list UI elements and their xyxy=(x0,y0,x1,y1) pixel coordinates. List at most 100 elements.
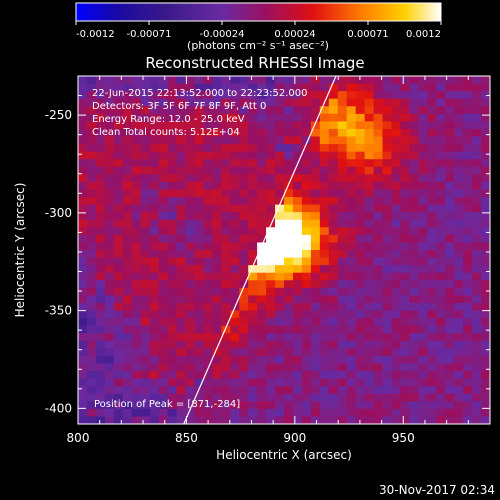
heatmap-cell xyxy=(149,333,160,342)
heatmap-cell xyxy=(185,128,196,138)
heatmap-cell xyxy=(113,204,124,213)
heatmap-cell xyxy=(310,91,321,100)
heatmap-cell xyxy=(328,159,339,168)
heatmap-cell xyxy=(409,250,419,259)
heatmap-cell xyxy=(427,113,437,122)
heatmap-cell xyxy=(454,189,464,198)
heatmap-cell xyxy=(257,234,267,244)
heatmap-cell xyxy=(140,204,151,213)
heatmap-cell xyxy=(292,113,303,122)
heatmap-cell xyxy=(104,166,115,175)
heatmap-cell xyxy=(257,189,267,198)
heatmap-cell xyxy=(78,128,88,138)
heatmap-cell xyxy=(86,333,97,342)
heatmap-cell xyxy=(481,416,490,424)
heatmap-cell xyxy=(284,310,294,319)
heatmap-cell xyxy=(239,76,249,85)
heatmap-cell xyxy=(292,121,303,130)
heatmap-cell xyxy=(104,113,115,122)
heatmap-cell xyxy=(319,355,330,365)
heatmap-cell xyxy=(275,144,285,153)
heatmap-cell xyxy=(445,340,455,349)
heatmap-cell xyxy=(221,136,231,145)
heatmap-cell xyxy=(472,181,482,191)
heatmap-cell xyxy=(400,287,410,296)
heatmap-cell xyxy=(95,310,106,319)
heatmap-cell xyxy=(346,318,357,327)
heatmap-cell xyxy=(310,401,321,410)
heatmap-cell xyxy=(176,280,187,289)
heatmap-cell xyxy=(284,83,294,92)
heatmap-cell xyxy=(427,174,437,183)
heatmap-cell xyxy=(454,219,464,228)
heatmap-cell xyxy=(328,83,339,92)
heatmap-cell xyxy=(319,333,330,342)
heatmap-cell xyxy=(248,393,258,402)
heatmap-cell xyxy=(212,408,222,418)
heatmap-cell xyxy=(176,393,187,402)
heatmap-cell xyxy=(355,189,366,198)
heatmap-cell xyxy=(239,393,249,402)
heatmap-cell xyxy=(149,98,160,107)
heatmap-cell xyxy=(78,204,88,213)
heatmap-cell xyxy=(454,371,464,380)
x-tick-label: 850 xyxy=(175,431,198,445)
heatmap-cell xyxy=(248,174,258,183)
heatmap-cell xyxy=(409,386,419,395)
heatmap-cell xyxy=(212,136,222,145)
heatmap-cell xyxy=(400,348,410,357)
heatmap-cell xyxy=(445,212,455,221)
heatmap-cell xyxy=(436,318,446,327)
heatmap-cell xyxy=(122,151,133,160)
x-tick-label: 800 xyxy=(67,431,90,445)
heatmap-cell xyxy=(418,287,428,296)
heatmap-cell xyxy=(104,212,115,221)
heatmap-cell xyxy=(445,280,455,289)
heatmap-cell xyxy=(472,295,482,304)
heatmap-cell xyxy=(346,401,357,410)
heatmap-cell xyxy=(230,250,240,259)
heatmap-cell xyxy=(310,197,321,206)
heatmap-cell xyxy=(337,242,348,251)
heatmap-cell xyxy=(436,378,446,387)
heatmap-cell xyxy=(78,212,88,221)
heatmap-cell xyxy=(481,106,490,115)
heatmap-cell xyxy=(95,128,106,138)
heatmap-cell xyxy=(212,355,222,365)
heatmap-cell xyxy=(78,416,88,424)
heatmap-cell xyxy=(373,302,384,312)
heatmap-cell xyxy=(149,106,160,115)
heatmap-cell xyxy=(328,227,339,236)
heatmap-cell xyxy=(203,310,213,319)
heatmap-cell xyxy=(355,98,366,107)
heatmap-cell xyxy=(104,257,115,266)
heatmap-cell xyxy=(95,166,106,175)
heatmap-cell xyxy=(230,242,240,251)
heatmap-cell xyxy=(355,91,366,100)
heatmap-cell xyxy=(248,250,258,259)
heatmap-cell xyxy=(427,144,437,153)
heatmap-cell xyxy=(122,280,133,289)
heatmap-cell xyxy=(284,181,294,191)
heatmap-cell xyxy=(319,128,330,138)
heatmap-cell xyxy=(122,91,133,100)
heatmap-cell xyxy=(131,355,142,365)
heatmap-cell xyxy=(122,113,133,122)
heatmap-cell xyxy=(337,333,348,342)
heatmap-cell xyxy=(176,136,187,145)
heatmap-cell xyxy=(266,386,276,395)
heatmap-cell xyxy=(158,151,169,160)
heatmap-cell xyxy=(149,113,160,122)
heatmap-cell xyxy=(140,234,151,244)
heatmap-cell xyxy=(131,128,142,138)
heatmap-cell xyxy=(194,174,204,183)
heatmap-cell xyxy=(292,242,303,251)
heatmap-cell xyxy=(382,83,393,92)
heatmap-cell xyxy=(203,393,213,402)
heatmap-cell xyxy=(257,144,267,153)
heatmap-cell xyxy=(301,219,312,228)
heatmap-cell xyxy=(400,151,410,160)
heatmap-cell xyxy=(409,166,419,175)
heatmap-cell xyxy=(409,151,419,160)
heatmap-cell xyxy=(319,144,330,153)
